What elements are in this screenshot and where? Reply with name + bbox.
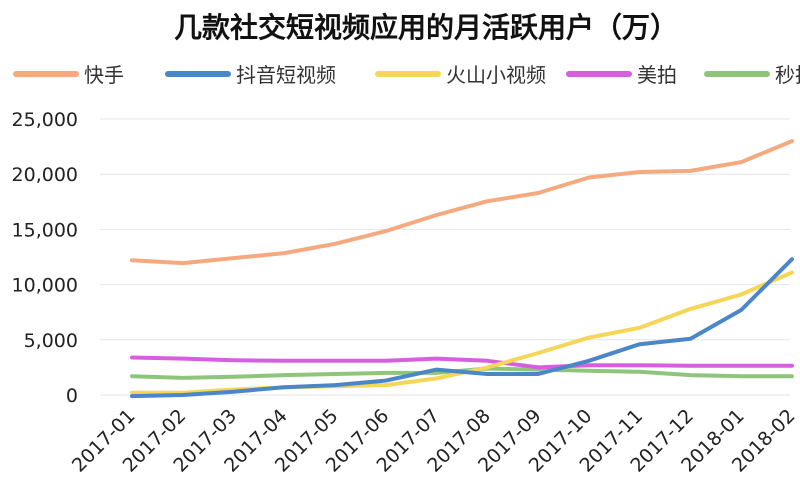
series-line xyxy=(130,139,794,266)
legend-label: 快手 xyxy=(84,63,124,87)
y-tick-label: 25,000 xyxy=(12,109,78,131)
y-tick-label: 5,000 xyxy=(24,330,78,352)
y-tick-label: 15,000 xyxy=(12,219,78,241)
series-line xyxy=(130,355,794,370)
x-axis-ticks: 2017-012017-022017-032017-042017-052017-… xyxy=(68,405,800,477)
legend-label: 火山小视频 xyxy=(446,63,546,87)
series-line xyxy=(130,257,794,399)
legend: 快手 抖音短视频 火山小视频 美拍 秒拍 xyxy=(13,63,800,87)
y-axis-ticks: 0 5,000 10,000 15,000 20,000 25,000 xyxy=(12,109,78,407)
legend-label: 美拍 xyxy=(637,63,677,87)
series-lines xyxy=(130,139,794,399)
watermark-text: 人人都是产品经理社区 xyxy=(668,478,768,491)
legend-label: 抖音短视频 xyxy=(236,63,336,87)
grid xyxy=(100,118,790,396)
legend-label: 秒拍 xyxy=(775,63,800,87)
y-tick-label: 20,000 xyxy=(12,164,78,186)
chart-title: 几款社交短视频应用的月活跃用户（万） xyxy=(174,11,678,44)
watermark-logo xyxy=(648,477,662,491)
watermark: 人人都是产品经理社区 xyxy=(648,477,768,491)
y-tick-label: 10,000 xyxy=(12,275,78,297)
y-tick-label: 0 xyxy=(66,385,78,407)
